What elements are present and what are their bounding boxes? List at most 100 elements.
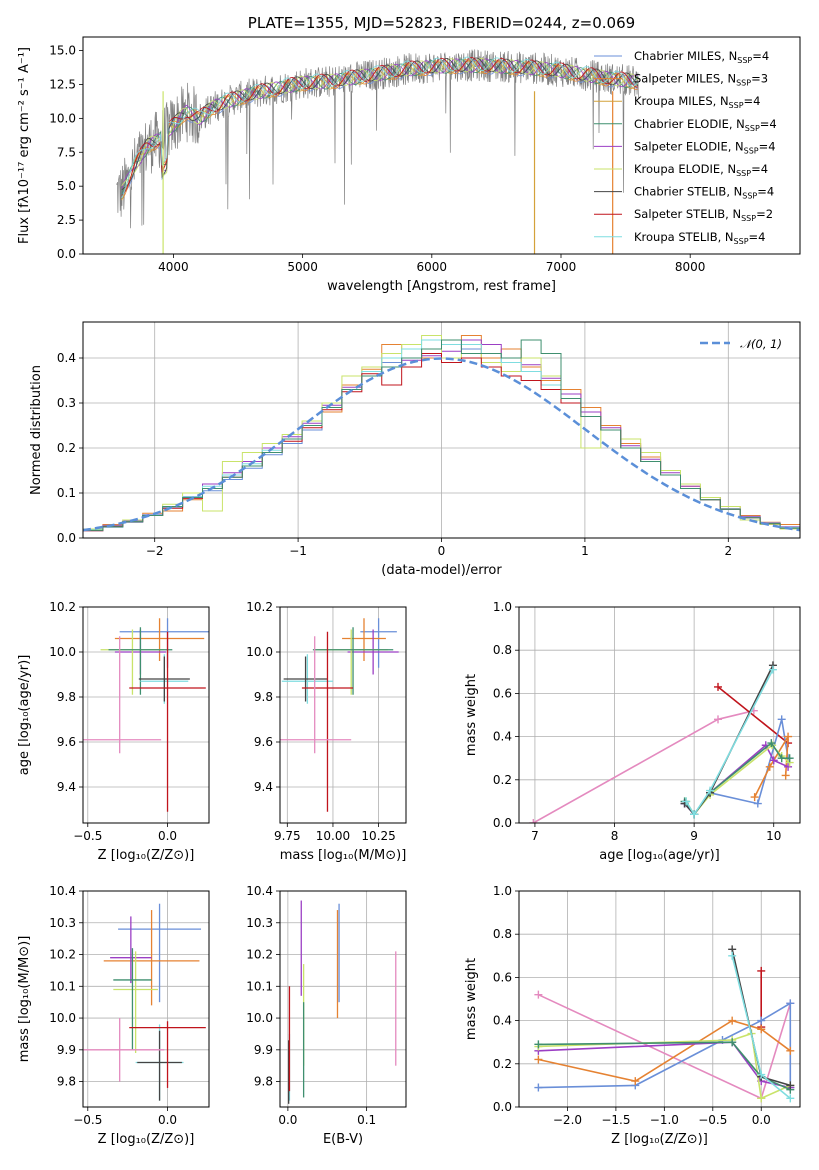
weight_vs_Z-ytick-label: 1.0	[493, 884, 512, 898]
weight_vs_age-xtick-label: 9	[690, 829, 698, 843]
weight_vs_age-marker-8-2	[706, 786, 715, 795]
weight_vs_Z-axes: −2.0 −1.5 −1.0 −0.5 0.0 0.0 0.2 0.4 0.6 0.8 1.0 Z […	[464, 884, 800, 1147]
residuals-frame	[82, 321, 801, 539]
mass_vs_EBV-ytick-label: 10.0	[246, 1011, 273, 1025]
spectrum-lines	[116, 49, 639, 254]
weight_vs_Z-ytick-label: 0.8	[493, 927, 512, 941]
weight_vs_Z-marker-5-3	[757, 1094, 766, 1103]
weight_vs_Z-marker-2-3	[757, 1016, 766, 1025]
weight_vs_Z-marker-2-4	[786, 999, 795, 1008]
weight_vs_age-xtick-label: 8	[611, 829, 619, 843]
weight_vs_Z-series-line-4	[538, 1041, 791, 1089]
mass_vs_Z-axes: −0.5 0.0 9.8 9.9 10.0 10.1 10.2 10.3 10.4 Z [log₁…	[17, 884, 209, 1147]
age_vs_mass-ytick-label: 9.8	[254, 690, 273, 704]
age_vs_mass-ytick-label: 10.0	[246, 645, 273, 659]
weight_vs_age-marker-6-4	[777, 754, 786, 763]
spectrum-xtick-label: 5000	[287, 260, 318, 274]
spectrum-ylabel: Flux [fλ10⁻¹⁷ erg cm⁻² s⁻¹ A⁻¹]	[17, 47, 32, 244]
weight_vs_age-frame	[518, 606, 801, 824]
age_vs_Z-ytick-label: 9.8	[57, 690, 76, 704]
age_vs_Z-ytick-label: 10.0	[49, 645, 76, 659]
mass_vs_EBV-ytick-label: 9.9	[254, 1043, 273, 1057]
residuals-xtick-label: −1	[289, 544, 307, 558]
legend-label-1: Salpeter MILES, NSSP=3	[634, 72, 768, 88]
spectrum-frame	[82, 36, 801, 255]
mass_vs_Z-ytick-label: 9.8	[57, 1075, 76, 1089]
weight_vs_age-marker-0-1	[714, 715, 723, 724]
age_vs_Z-frame	[82, 606, 210, 824]
weight_vs_age-series-line-7	[683, 664, 774, 816]
age_vs_mass-xtick-label: 10.25	[361, 829, 395, 843]
spectrum-model-line-6	[121, 57, 639, 191]
weight_vs_age-marker-8-1	[690, 810, 699, 819]
age_vs_mass-xtick-label: 10.00	[316, 829, 350, 843]
weight_vs_Z-series-line-6	[538, 1041, 791, 1091]
legend-label-4: Salpeter ELODIE, NSSP=4	[634, 139, 776, 155]
weight_vs_Z-ylabel: mass weight	[464, 958, 479, 1040]
mass_vs_Z-ytick-label: 10.0	[49, 1011, 76, 1025]
spectrum-xtick-label: 4000	[158, 260, 189, 274]
mass_vs_EBV-ytick-label: 9.8	[254, 1075, 273, 1089]
weight_vs_Z-ytick-label: 0.6	[493, 970, 512, 984]
weight_vs_age-marker-2-3	[753, 799, 762, 808]
weight_vs_Z-marker-3-2	[728, 1016, 737, 1025]
mass_vs_EBV-axes: 0.0 0.1 9.8 9.9 10.0 10.1 10.2 10.3 10.4 E(B-V)	[246, 884, 406, 1147]
residuals-xtick-label: 0	[438, 544, 446, 558]
weight_vs_Z-xtick-label: −2.0	[553, 1113, 582, 1127]
mass_vs_EBV-xtick-label: 0.1	[357, 1113, 376, 1127]
age_vs_Z-xtick-label: −0.5	[73, 829, 102, 843]
weight_vs_Z-marker-8-2	[786, 1094, 795, 1103]
spectrum-legend: Chabrier MILES, NSSP=4 Salpeter MILES, NS…	[594, 49, 777, 246]
spectrum-ytick-label: 2.5	[57, 213, 76, 227]
weight_vs_Z-series-line-2	[538, 1001, 792, 1089]
spectrum-ytick-label: 15.0	[49, 44, 76, 58]
spectrum-model-line-3	[121, 58, 639, 196]
weight_vs_Z-ytick-label: 0.2	[493, 1057, 512, 1071]
weight_vs_age-marker-2-4	[777, 715, 786, 724]
residuals-gaussian-line	[83, 357, 800, 532]
weight_vs_age-marker-6-3	[767, 739, 776, 748]
mass_vs_EBV-points	[288, 900, 397, 1104]
age_vs_Z-xlabel: Z [log₁₀(Z/Z⊙)]	[98, 848, 195, 863]
mass_vs_Z-ytick-label: 9.9	[57, 1043, 76, 1057]
spectrum-ytick-label: 10.0	[49, 111, 76, 125]
legend-label-6: Chabrier STELIB, NSSP=4	[634, 185, 774, 201]
mass_vs_Z-xtick-label: 0.0	[158, 1113, 177, 1127]
weight_vs_age-ytick-label: 0.4	[493, 730, 512, 744]
age_vs_mass-frame	[279, 606, 407, 824]
mass_vs_EBV-ytick-label: 10.2	[246, 948, 273, 962]
age_vs_mass-ytick-label: 10.2	[246, 600, 273, 614]
weight_vs_Z-marker-3-1	[631, 1077, 640, 1086]
residuals-ytick-label: 0.0	[57, 531, 76, 545]
weight_vs_Z-marker-0-0	[534, 990, 543, 999]
weight_vs_Z-xtick-label: −0.5	[698, 1113, 727, 1127]
weight_vs_Z-marker-3-3	[757, 1025, 766, 1034]
mass_vs_Z-ylabel: mass [log₁₀(M/M⊙)]	[17, 936, 32, 1063]
spectrum-ytick-label: 7.5	[57, 145, 76, 159]
weight_vs_age-marker-8-3	[768, 665, 777, 674]
weight_vs_age-marker-3-3	[781, 771, 790, 780]
spectrum-xlabel: wavelength [Angstrom, rest frame]	[327, 279, 556, 294]
mass_vs_EBV-ytick-label: 10.3	[246, 916, 273, 930]
weight_vs_age-marker-4-5	[784, 762, 793, 771]
weight_vs_age-ylabel: mass weight	[464, 674, 479, 756]
mass_vs_Z-xtick-label: −0.5	[73, 1113, 102, 1127]
residuals-plot	[83, 335, 800, 532]
weight_vs_Z-ytick-label: 0.4	[493, 1014, 512, 1028]
age_vs_Z-xtick-label: 0.0	[158, 829, 177, 843]
residuals-ylabel: Normed distribution	[29, 365, 44, 495]
age_vs_Z-ytick-label: 10.2	[49, 600, 76, 614]
age_vs_mass-axes: 9.75 10.00 10.25 9.4 9.6 9.8 10.0 10.2 mass [log…	[246, 600, 406, 863]
residuals-ytick-label: 0.3	[57, 396, 76, 410]
age_vs_Z-ytick-label: 9.6	[57, 735, 76, 749]
residuals-xtick-label: −2	[146, 544, 164, 558]
mass_vs_Z-ytick-label: 10.1	[49, 979, 76, 993]
weight_vs_Z-xtick-label: −1.0	[650, 1113, 679, 1127]
spectrum-title: PLATE=1355, MJD=52823, FIBERID=0244, z=0…	[248, 14, 635, 32]
spectrum-model-line-4	[121, 58, 639, 189]
legend-label-3: Chabrier ELODIE, NSSP=4	[634, 117, 777, 133]
mass_vs_Z-frame	[82, 890, 210, 1108]
weight_vs_age-marker-3-1	[765, 762, 774, 771]
spectrum-model-line-8	[121, 56, 639, 199]
